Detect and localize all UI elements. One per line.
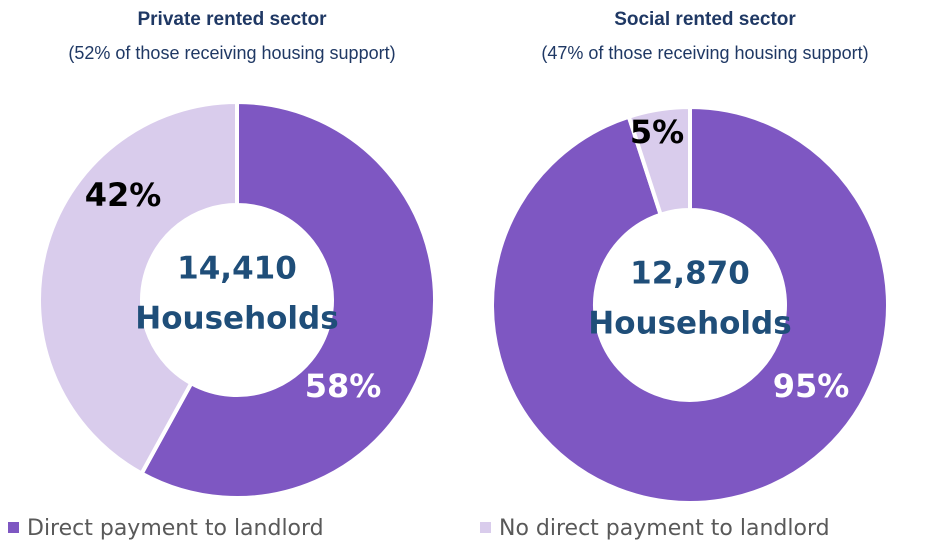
center-label: Households <box>588 306 791 342</box>
legend-label: No direct payment to landlord <box>499 516 830 541</box>
donut-segment <box>490 104 890 505</box>
donut-segment <box>626 104 692 218</box>
value-label: 5% <box>630 113 684 151</box>
donut-segment <box>37 99 239 477</box>
center-label: Households <box>135 301 338 337</box>
legend-label: Direct payment to landlord <box>27 516 324 541</box>
legend-swatch <box>8 522 19 533</box>
chart-subtitle: (47% of those receiving housing support) <box>541 43 868 63</box>
value-label: 42% <box>85 176 162 214</box>
value-label: 58% <box>305 367 382 405</box>
chart-title: Social rented sector <box>614 9 796 30</box>
chart-title: Private rented sector <box>137 9 327 30</box>
center-label: 14,410 <box>177 251 297 287</box>
chart-subtitle: (52% of those receiving housing support) <box>68 43 395 63</box>
donut-segment <box>138 99 437 500</box>
value-label: 95% <box>773 367 850 405</box>
legend-swatch <box>480 522 491 533</box>
center-label: 12,870 <box>630 256 750 292</box>
